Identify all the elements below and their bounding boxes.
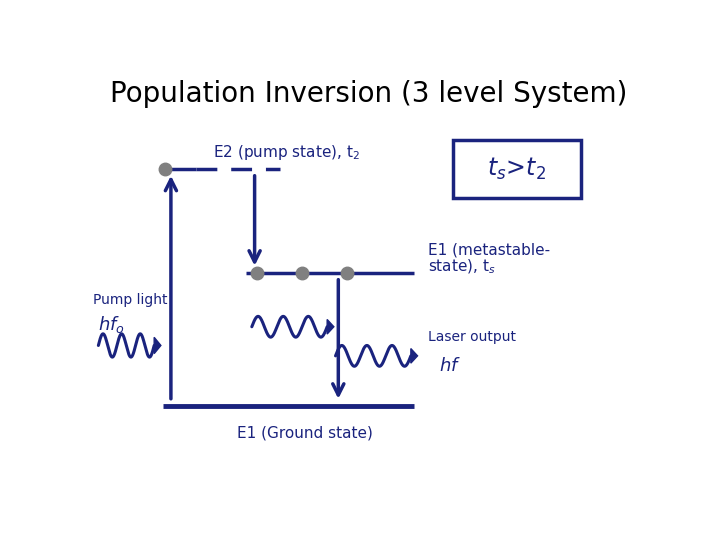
Polygon shape <box>154 338 161 354</box>
Polygon shape <box>411 349 418 363</box>
Bar <box>453 140 581 198</box>
Text: $hf_o$: $hf_o$ <box>99 314 125 335</box>
Text: E2 (pump state), t$_2$: E2 (pump state), t$_2$ <box>213 143 360 161</box>
Text: E1 (metastable-: E1 (metastable- <box>428 242 549 258</box>
Text: E1 (Ground state): E1 (Ground state) <box>237 426 373 440</box>
Text: state), t$_s$: state), t$_s$ <box>428 257 495 275</box>
Text: Laser output: Laser output <box>428 330 516 344</box>
Text: $hf$: $hf$ <box>438 357 461 375</box>
Text: Population Inversion (3 level System): Population Inversion (3 level System) <box>110 80 628 108</box>
Text: Pump light: Pump light <box>93 293 167 307</box>
Text: t$_s$>t$_2$: t$_s$>t$_2$ <box>487 156 546 182</box>
Polygon shape <box>327 320 334 334</box>
